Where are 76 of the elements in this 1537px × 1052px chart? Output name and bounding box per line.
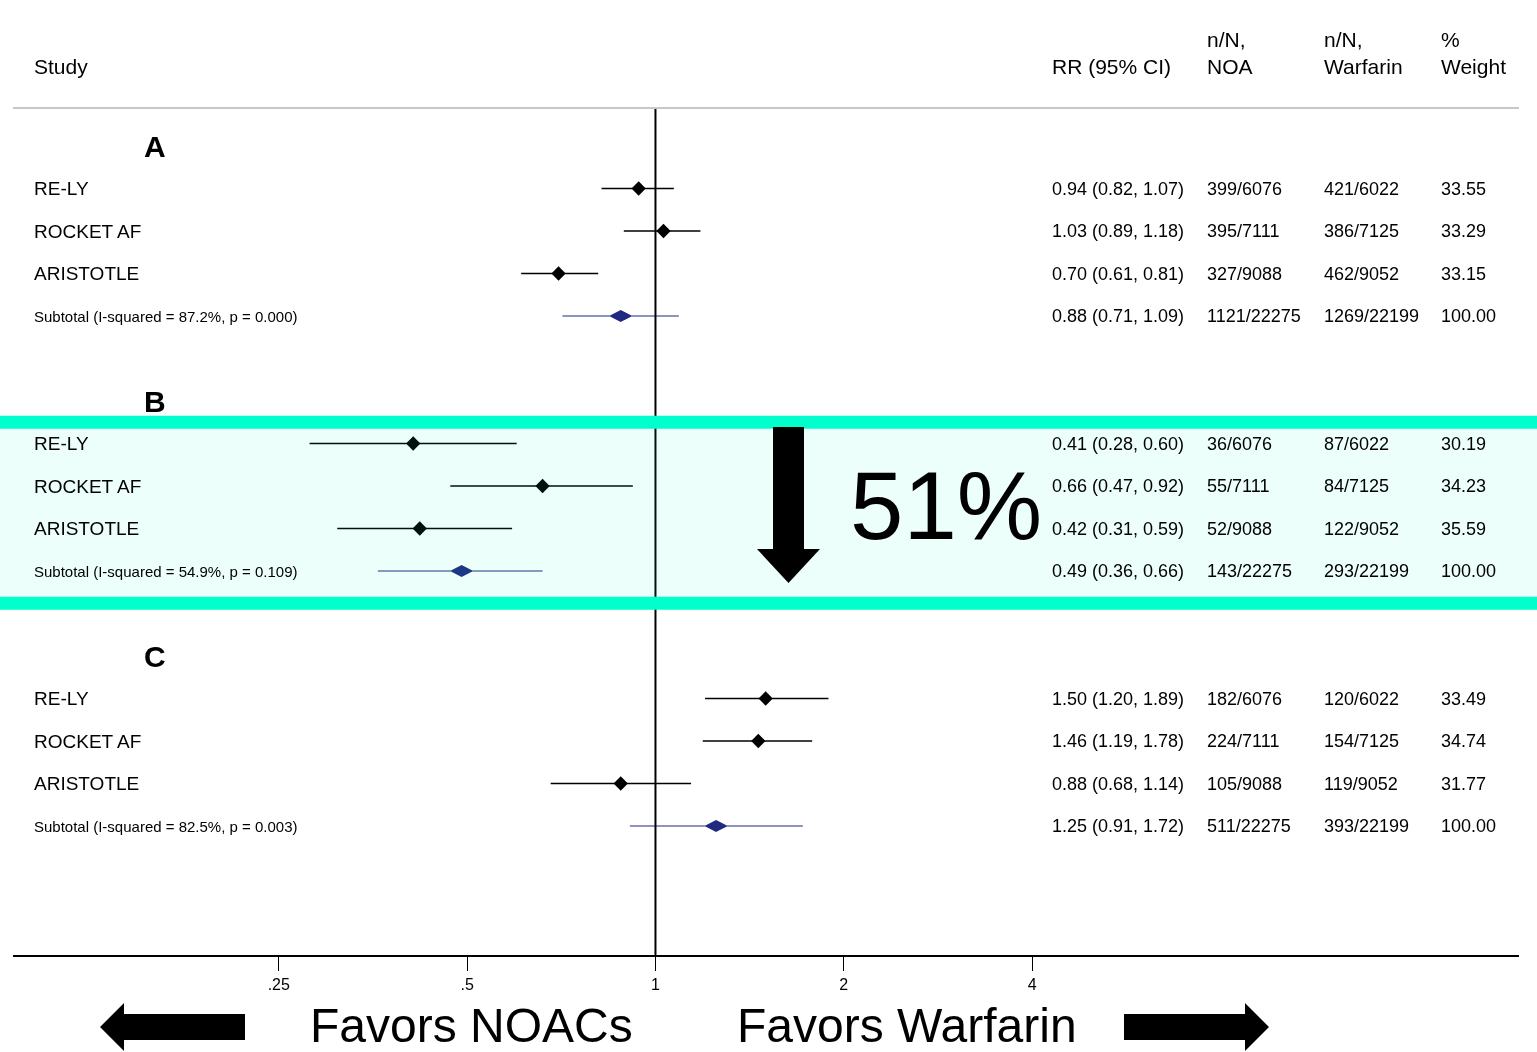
y-tick-label: Subtotal (I-squared = 82.5%, p = 0.003) (34, 818, 298, 835)
annotation: 511/22275 (1207, 816, 1291, 836)
annotation: 33.29 (1441, 221, 1487, 241)
y-tick-label: C (144, 640, 166, 673)
x-tick-label: .25 (267, 975, 291, 993)
annotation: 55/7111 (1207, 476, 1270, 496)
annotation: 154/7125 (1324, 731, 1400, 751)
y-tick-label: ARISTOTLE (34, 773, 140, 794)
y-tick-label: Subtotal (I-squared = 54.9%, p = 0.109) (34, 563, 298, 580)
annotation: 33.49 (1441, 689, 1487, 709)
annotation: 100.00 (1441, 306, 1497, 326)
y-tick-label: ARISTOTLE (34, 263, 140, 284)
annotation: 393/22199 (1324, 816, 1410, 836)
annotation: 224/7111 (1207, 731, 1280, 751)
x-tick-label: .5 (460, 975, 474, 993)
annotation: 100.00 (1441, 561, 1497, 581)
annotation: 421/6022 (1324, 179, 1400, 199)
y-tick-label: RE-LY (34, 433, 89, 454)
annotation: 34.74 (1441, 731, 1487, 751)
annotation: 395/7111 (1207, 221, 1280, 241)
text: Favors NOACs (310, 999, 633, 1052)
annotation: 182/6076 (1207, 689, 1283, 709)
annotation: 0.94 (0.82, 1.07) (1052, 179, 1185, 199)
annotation: 399/6076 (1207, 179, 1283, 199)
annotation: 122/9052 (1324, 519, 1400, 539)
annotation: 0.88 (0.71, 1.09) (1052, 306, 1185, 326)
annotation: 33.55 (1441, 179, 1487, 199)
annotation: 1269/22199 (1324, 306, 1420, 326)
annotation: 34.23 (1441, 476, 1487, 496)
annotation: 51% (850, 452, 1043, 559)
annotation: 293/22199 (1324, 561, 1410, 581)
y-tick-label: ARISTOTLE (34, 518, 140, 539)
annotation: 0.70 (0.61, 0.81) (1052, 264, 1185, 284)
annotation: 30.19 (1441, 434, 1487, 454)
y-tick-label: RE-LY (34, 688, 89, 709)
text: Study (34, 55, 89, 78)
y-tick-label: ROCKET AF (34, 476, 142, 497)
annotation: 1.25 (0.91, 1.72) (1052, 816, 1185, 836)
x-tick-label: 4 (1027, 975, 1037, 993)
annotation: 143/22275 (1207, 561, 1293, 581)
x-tick-label: 2 (839, 975, 849, 993)
y-tick-label: ROCKET AF (34, 221, 142, 242)
annotation: 462/9052 (1324, 264, 1400, 284)
text: n/N, Warfarin (1324, 28, 1403, 79)
annotation: 1.03 (0.89, 1.18) (1052, 221, 1185, 241)
annotation: 120/6022 (1324, 689, 1400, 709)
y-tick-label: Subtotal (I-squared = 87.2%, p = 0.000) (34, 308, 298, 325)
annotation: 35.59 (1441, 519, 1487, 539)
annotation: 0.42 (0.31, 0.59) (1052, 519, 1185, 539)
annotation: 0.49 (0.36, 0.66) (1052, 561, 1185, 581)
annotation: 1.50 (1.20, 1.89) (1052, 689, 1185, 709)
annotation: 33.15 (1441, 264, 1487, 284)
y-tick-label: RE-LY (34, 178, 89, 199)
text: n/N, NOA (1207, 28, 1253, 79)
text: RR (95% CI) (1052, 55, 1172, 78)
x-tick-label: 1 (651, 975, 661, 993)
annotation: 327/9088 (1207, 264, 1283, 284)
y-tick-label: ROCKET AF (34, 731, 142, 752)
annotation: 105/9088 (1207, 774, 1283, 794)
text: % Weight (1441, 28, 1507, 79)
annotation: 31.77 (1441, 774, 1487, 794)
annotation: 87/6022 (1324, 434, 1390, 454)
y-tick-label: B (144, 385, 166, 418)
annotation: 1.46 (1.19, 1.78) (1052, 731, 1185, 751)
annotation: 1121/22275 (1207, 306, 1301, 326)
annotation: 52/9088 (1207, 519, 1273, 539)
annotation: 0.66 (0.47, 0.92) (1052, 476, 1185, 496)
annotation: 0.41 (0.28, 0.60) (1052, 434, 1185, 454)
annotation: 84/7125 (1324, 476, 1390, 496)
annotation: 0.88 (0.68, 1.14) (1052, 774, 1185, 794)
annotation: 100.00 (1441, 816, 1497, 836)
annotation: 119/9052 (1324, 774, 1398, 794)
annotation: 36/6076 (1207, 434, 1273, 454)
y-tick-label: A (144, 130, 166, 163)
text: Favors Warfarin (737, 999, 1077, 1052)
annotation: 386/7125 (1324, 221, 1400, 241)
